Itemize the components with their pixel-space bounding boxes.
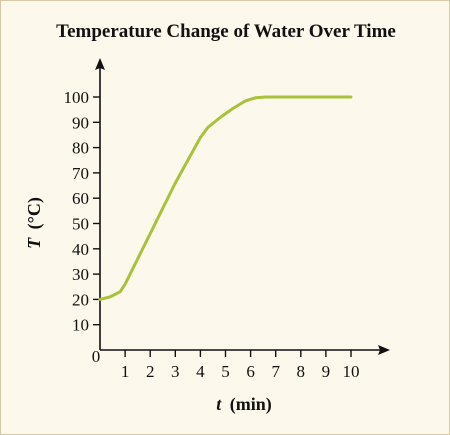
ticks: 1 2 3 4 5 6 7 8 9 10 10 20 30 40 50 60 70 80 90 100 <box>64 88 360 381</box>
axes <box>95 58 390 355</box>
x-tick-label: 10 <box>343 362 360 381</box>
y-axis-variable: T <box>24 237 44 249</box>
x-tick-label: 2 <box>146 362 155 381</box>
x-tick-label: 6 <box>246 362 255 381</box>
x-tick-label: 3 <box>171 362 180 381</box>
y-tick-label: 80 <box>72 139 89 158</box>
y-tick-label: 30 <box>72 265 89 284</box>
y-tick-label: 10 <box>72 316 89 335</box>
y-axis-unit: (°C) <box>24 197 45 229</box>
series-layer <box>98 95 353 301</box>
y-axis-arrow <box>95 58 105 70</box>
x-tick-label: 5 <box>221 362 230 381</box>
x-axis-arrow <box>378 345 390 355</box>
y-tick-label: 100 <box>64 88 90 107</box>
x-tick-label: 9 <box>322 362 331 381</box>
y-axis-label: T (°C) <box>24 197 45 249</box>
x-tick-label: 8 <box>297 362 306 381</box>
y-tick-label: 40 <box>72 240 89 259</box>
x-axis-variable: t <box>216 394 222 414</box>
x-tick-label: 7 <box>271 362 280 381</box>
y-tick-label: 50 <box>72 215 89 234</box>
x-axis-unit: (min) <box>230 394 272 415</box>
origin-label: 0 <box>92 347 101 366</box>
chart-title: Temperature Change of Water Over Time <box>56 21 396 42</box>
x-tick-label: 1 <box>121 362 130 381</box>
y-tick-label: 20 <box>72 290 89 309</box>
x-axis-label: t (min) <box>216 394 272 415</box>
y-tick-label: 70 <box>72 164 89 183</box>
x-tick-label: 4 <box>196 362 205 381</box>
y-tick-label: 90 <box>72 113 89 132</box>
y-tick-label: 60 <box>72 189 89 208</box>
temperature-line <box>98 95 353 301</box>
